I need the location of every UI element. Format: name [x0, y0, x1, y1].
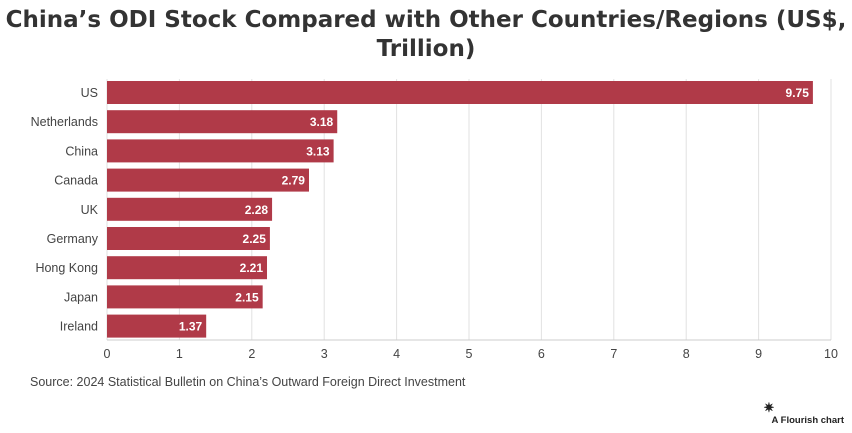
value-label: 3.18 — [310, 115, 334, 129]
category-label: Ireland — [60, 320, 98, 334]
value-label: 2.21 — [240, 261, 264, 275]
tick-layer: 0 1 2 3 4 5 6 7 8 9 10 — [104, 347, 838, 361]
category-label: Germany — [47, 232, 99, 246]
bar[interactable] — [107, 285, 263, 309]
bar[interactable] — [107, 314, 207, 338]
source-note: Source: 2024 Statistical Bulletin on Chi… — [30, 375, 466, 389]
bar[interactable] — [107, 168, 309, 192]
category-label: Japan — [64, 290, 98, 304]
category-label: Hong Kong — [35, 261, 98, 275]
x-tick-label: 0 — [104, 347, 111, 361]
value-label: 1.37 — [179, 320, 203, 334]
chart-title-line-2: Trillion) — [376, 36, 476, 62]
category-label: China — [65, 144, 98, 158]
x-tick-label: 7 — [610, 347, 617, 361]
x-tick-label: 2 — [248, 347, 255, 361]
value-label: 2.28 — [245, 203, 269, 217]
x-tick-label: 8 — [683, 347, 690, 361]
x-tick-label: 6 — [538, 347, 545, 361]
category-label: Netherlands — [31, 115, 98, 129]
x-tick-label: 1 — [176, 347, 183, 361]
label-layer: US 9.75 Netherlands 3.18 China 3.13 Canada 2.79… — [31, 86, 810, 334]
x-tick-label: 9 — [755, 347, 762, 361]
bar[interactable] — [107, 197, 273, 221]
bar[interactable] — [107, 139, 334, 163]
flourish-credit-label: A Flourish chart — [771, 415, 845, 426]
value-label: 2.25 — [243, 232, 267, 246]
x-tick-label: 4 — [393, 347, 400, 361]
bar-layer — [107, 81, 813, 338]
bar[interactable] — [107, 227, 270, 250]
chart-title: China’s ODI Stock Compared with Other Co… — [0, 6, 852, 64]
bar[interactable] — [107, 256, 268, 280]
category-label: US — [81, 86, 98, 100]
value-label: 3.13 — [306, 144, 330, 158]
bar[interactable] — [107, 110, 338, 134]
value-label: 2.15 — [235, 290, 259, 304]
category-label: Canada — [54, 174, 98, 188]
x-tick-label: 3 — [321, 347, 328, 361]
x-tick-label: 5 — [466, 347, 473, 361]
value-label: 2.79 — [282, 174, 306, 188]
category-label: UK — [81, 203, 99, 217]
chart-title-line-1: China’s ODI Stock Compared with Other Co… — [5, 7, 847, 33]
value-label: 9.75 — [786, 86, 810, 100]
flourish-star-icon: ✷ — [763, 400, 775, 415]
grid-layer — [106, 79, 832, 341]
flourish-credit[interactable]: ✷ A Flourish chart — [754, 400, 845, 427]
x-tick-label: 10 — [824, 347, 838, 361]
bar[interactable] — [107, 81, 813, 104]
